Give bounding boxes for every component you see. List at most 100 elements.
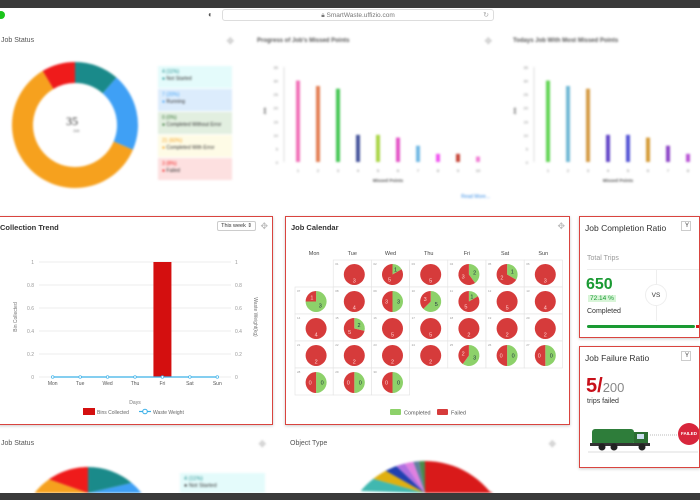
drag-handle-icon[interactable]: ✥ (484, 36, 492, 46)
legend-value: 4 (11%) (162, 69, 180, 75)
y-tick-label: 5 (526, 146, 529, 151)
day-number: 21 (297, 343, 301, 347)
x-tick-label: 6 (647, 168, 650, 173)
card-title: Collection Trend (0, 223, 59, 232)
day-number: 25 (450, 343, 454, 347)
failed-count: 3 (544, 279, 547, 285)
waste-weight-point (51, 375, 55, 379)
failed-count: 5 (391, 333, 394, 339)
missed-points-chart: 0 5 10 15 20 25 30 35 1 2 3 4 5 6 7 8 9 10 Missed Points Jo… (262, 65, 481, 183)
x-axis-label: Missed Points (373, 178, 404, 183)
waste-weight-point (188, 375, 192, 379)
pie-slice (419, 461, 425, 493)
right-tick-label: 0 (235, 375, 238, 381)
day-number: 03 (412, 262, 416, 266)
legend-label: ● Completed With Error (162, 145, 215, 151)
left-tick-label: 0.6 (27, 306, 34, 312)
y-tick-label: 0 (526, 160, 529, 165)
x-tick-label: 1 (297, 168, 300, 173)
failed-count: 5/ (586, 375, 603, 397)
completed-count: 650 (586, 276, 613, 293)
legend-label-completed: Completed (404, 411, 431, 417)
legend-value: 4 (11%) (184, 476, 203, 482)
legend-swatch-failed (437, 409, 448, 415)
card-title: Job Status (1, 37, 35, 44)
pie-completed (507, 345, 518, 366)
failed-count: 3 (424, 297, 427, 303)
x-tick-label: 5 (377, 168, 380, 173)
pie-failed (343, 318, 365, 339)
drag-handle-icon[interactable]: ✥ (548, 439, 556, 449)
pie-failed (343, 372, 355, 393)
donut-total: 35 (66, 114, 78, 128)
y-axis-label: Job (262, 107, 267, 115)
left-tick-label: 0 (31, 375, 34, 381)
pie-completed (392, 372, 403, 393)
object-type-pie (360, 461, 500, 493)
bar (646, 137, 650, 162)
legend-item[interactable]: 7 (20%) ● Running (158, 89, 232, 111)
failed-count: 5 (506, 306, 509, 312)
x-tick-label: 4 (357, 168, 360, 173)
pie-completed (354, 372, 365, 393)
address-bar[interactable]: 🔒︎ SmartWaste.uffizio.com ↻ (222, 9, 494, 21)
day-number: 08 (335, 289, 339, 293)
failed-count: 0 (500, 354, 503, 360)
privacy-shield-icon[interactable]: ◐ (208, 10, 213, 19)
day-number: 27 (526, 343, 530, 347)
failed-badge: FAILED (678, 423, 699, 445)
legend-item[interactable]: 3 (8%) ● Failed (158, 158, 232, 180)
legend-item[interactable]: 4 (11%) ● Not Started (158, 66, 232, 88)
url-text: SmartWaste.uffizio.com (326, 12, 395, 19)
bar (476, 156, 480, 162)
drag-handle-icon[interactable]: ✥ (258, 439, 266, 449)
donut-slice (88, 482, 148, 493)
pie-completed (468, 291, 478, 302)
read-more-link[interactable]: Read More... (461, 194, 490, 200)
completed-count: 0 (397, 381, 400, 387)
todays-missed-chart: 0 5 10 15 20 25 30 35 1 2 3 4 5 6 7 8 Missed Points Job (512, 65, 690, 183)
period-select[interactable]: Y (681, 221, 691, 231)
pie-failed (534, 345, 546, 366)
right-tick-label: 0.2 (235, 352, 242, 358)
reload-icon[interactable]: ↻ (483, 12, 489, 19)
failed-count: 5 (464, 305, 467, 311)
donut-total-label: Job (73, 128, 80, 133)
pie-failed (305, 291, 317, 302)
legend-item[interactable]: 0 (0%) ● Completed Without Error (158, 112, 232, 134)
drag-handle-icon[interactable]: ✥ (557, 221, 565, 231)
window-maximize-button[interactable] (0, 11, 5, 19)
donut-slice (49, 467, 88, 493)
pie-failed (458, 345, 469, 364)
failed-count: 2 (544, 333, 547, 339)
x-tick-label: Wed (102, 381, 112, 387)
completed-label: Completed (587, 308, 621, 315)
failed-count: 1 (310, 295, 313, 301)
donut-slice (88, 467, 132, 493)
pie-slice (404, 461, 425, 493)
collection-trend-card: Collection Trend This week ⇕ ✥ 0 0 0.2 0.2 0… (0, 216, 273, 425)
drag-handle-icon[interactable]: ✥ (260, 221, 268, 231)
os-top-bar (0, 0, 700, 8)
pie-completed (423, 291, 442, 312)
pie-slice (425, 461, 500, 493)
bar (336, 88, 340, 162)
failed-count: 4 (544, 306, 547, 312)
waste-weight-point (160, 375, 165, 379)
pie-failed (420, 318, 442, 339)
period-select[interactable]: This week ⇕ (217, 221, 256, 231)
drag-handle-icon[interactable]: ✥ (226, 36, 234, 46)
period-select[interactable]: Y (681, 351, 691, 361)
day-number: 18 (450, 316, 454, 320)
legend-value: 7 (20%) (162, 92, 180, 98)
pie-slice (385, 466, 425, 493)
legend-item[interactable]: 21 (60%) ● Completed With Error (158, 135, 232, 157)
pie-failed (343, 345, 365, 366)
pie-failed (496, 264, 517, 285)
y-tick-label: 10 (274, 133, 279, 138)
y-tick-label: 15 (274, 119, 279, 124)
bar (376, 134, 380, 162)
legend-value: 3 (8%) (162, 161, 177, 167)
pie-slice (373, 470, 425, 493)
bar (356, 134, 360, 162)
